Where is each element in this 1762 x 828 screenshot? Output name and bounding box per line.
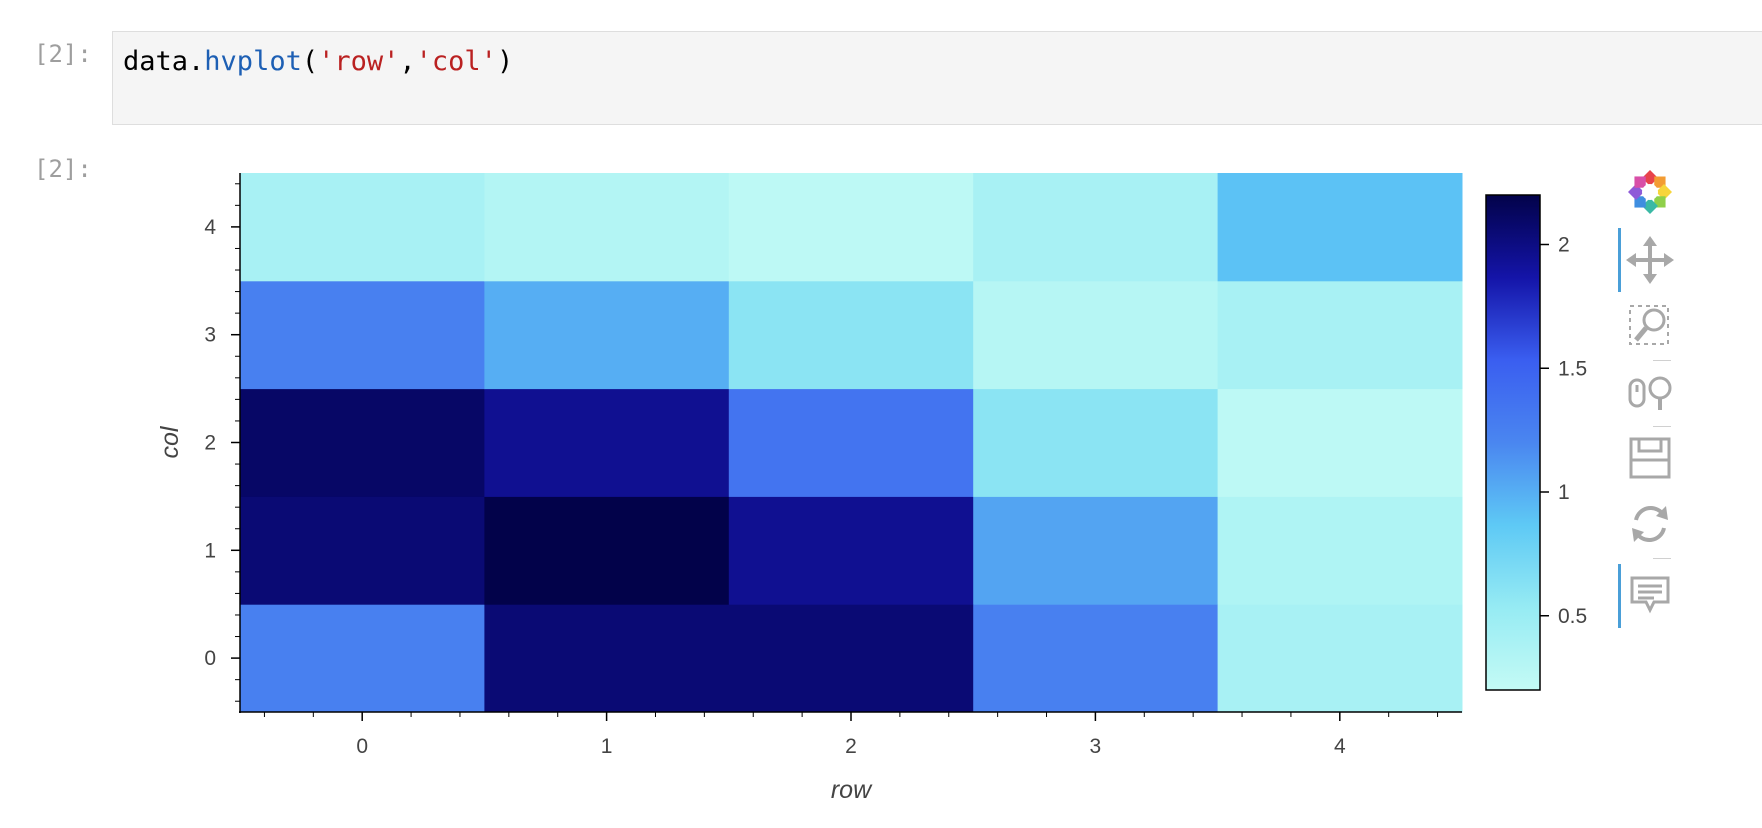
heatmap-cell[interactable] [484, 604, 730, 713]
y-axis-label: col [156, 425, 184, 458]
heatmap-cell[interactable] [1217, 388, 1463, 497]
code-cell[interactable]: data.hvplot('row','col') [112, 31, 1762, 125]
heatmap-cell[interactable] [728, 388, 974, 497]
save-icon[interactable] [1624, 432, 1676, 484]
colorbar-tick-label: 1.5 [1558, 357, 1587, 380]
heatmap-chart[interactable]: 0 1 2 3 4 0 1 2 3 4 row col 0.5 1 1.5 2 [0, 0, 1600, 828]
heatmap-cell[interactable] [728, 173, 974, 282]
heatmap-cell[interactable] [240, 496, 485, 605]
heatmap-cell[interactable] [728, 280, 974, 390]
heatmap-cell[interactable] [1217, 496, 1463, 605]
heatmap-cell[interactable] [728, 604, 974, 713]
heatmap-cell[interactable] [1217, 280, 1463, 390]
heatmap-cell[interactable] [973, 280, 1219, 390]
colorbar [1485, 194, 1541, 691]
hover-active-indicator [1618, 564, 1621, 628]
heatmap-cell[interactable] [1217, 173, 1463, 282]
pan-icon[interactable] [1624, 234, 1676, 286]
code-close-paren: ) [496, 46, 514, 77]
code-comma: , [399, 46, 416, 77]
x-tick-label: 0 [356, 735, 368, 758]
heatmap-cell[interactable] [973, 173, 1219, 282]
code-arg-col: 'col' [415, 46, 497, 77]
y-tick-label: 0 [204, 647, 216, 670]
y-tick-label: 4 [204, 216, 216, 239]
heatmap-cell[interactable] [484, 388, 730, 497]
code-arg-row: 'row' [318, 46, 400, 77]
heatmap-cell[interactable] [240, 604, 485, 713]
heatmap-cell[interactable] [484, 173, 730, 282]
input-prompt: [2]: [34, 40, 92, 68]
box-zoom-icon[interactable] [1624, 300, 1676, 352]
bokeh-logo-icon[interactable] [1624, 166, 1676, 218]
code-line[interactable]: data.hvplot('row','col') [123, 46, 513, 77]
heatmap-cell[interactable] [973, 604, 1219, 713]
heatmap-cell[interactable] [240, 388, 485, 497]
x-tick-label: 2 [845, 735, 857, 758]
reset-icon[interactable] [1624, 498, 1676, 550]
y-tick-label: 1 [204, 539, 216, 562]
toolbar-divider [1653, 426, 1671, 427]
toolbar-divider [1653, 558, 1671, 559]
output-prompt: [2]: [34, 155, 92, 183]
x-axis-label: row [831, 776, 873, 804]
x-tick-label: 1 [601, 735, 613, 758]
y-tick-label: 3 [204, 324, 216, 347]
colorbar-tick-label: 2 [1558, 234, 1570, 257]
pan-active-indicator [1618, 228, 1621, 292]
x-tick-label: 3 [1090, 735, 1102, 758]
code-func: hvplot [204, 46, 302, 77]
heatmap-cell[interactable] [728, 496, 974, 605]
y-tick-label: 2 [204, 432, 216, 455]
wheel-zoom-icon[interactable] [1624, 366, 1676, 418]
heatmap-cell[interactable] [973, 496, 1219, 605]
colorbar-tick-label: 1 [1558, 481, 1570, 504]
heatmap-cell[interactable] [240, 280, 485, 390]
heatmap-cell[interactable] [484, 280, 730, 390]
plot-toolbar [1610, 160, 1690, 660]
hover-icon[interactable] [1624, 568, 1676, 620]
heatmap-cell[interactable] [484, 496, 730, 605]
heatmap-cell[interactable] [240, 173, 485, 282]
colorbar-tick-label: 0.5 [1558, 605, 1587, 628]
toolbar-divider [1653, 360, 1671, 361]
code-open-paren: ( [301, 46, 319, 77]
code-dot: . [188, 46, 205, 77]
x-tick-label: 4 [1334, 735, 1346, 758]
heatmap-cell[interactable] [973, 388, 1219, 497]
code-obj: data [123, 46, 189, 77]
heatmap-cell[interactable] [1217, 604, 1463, 713]
